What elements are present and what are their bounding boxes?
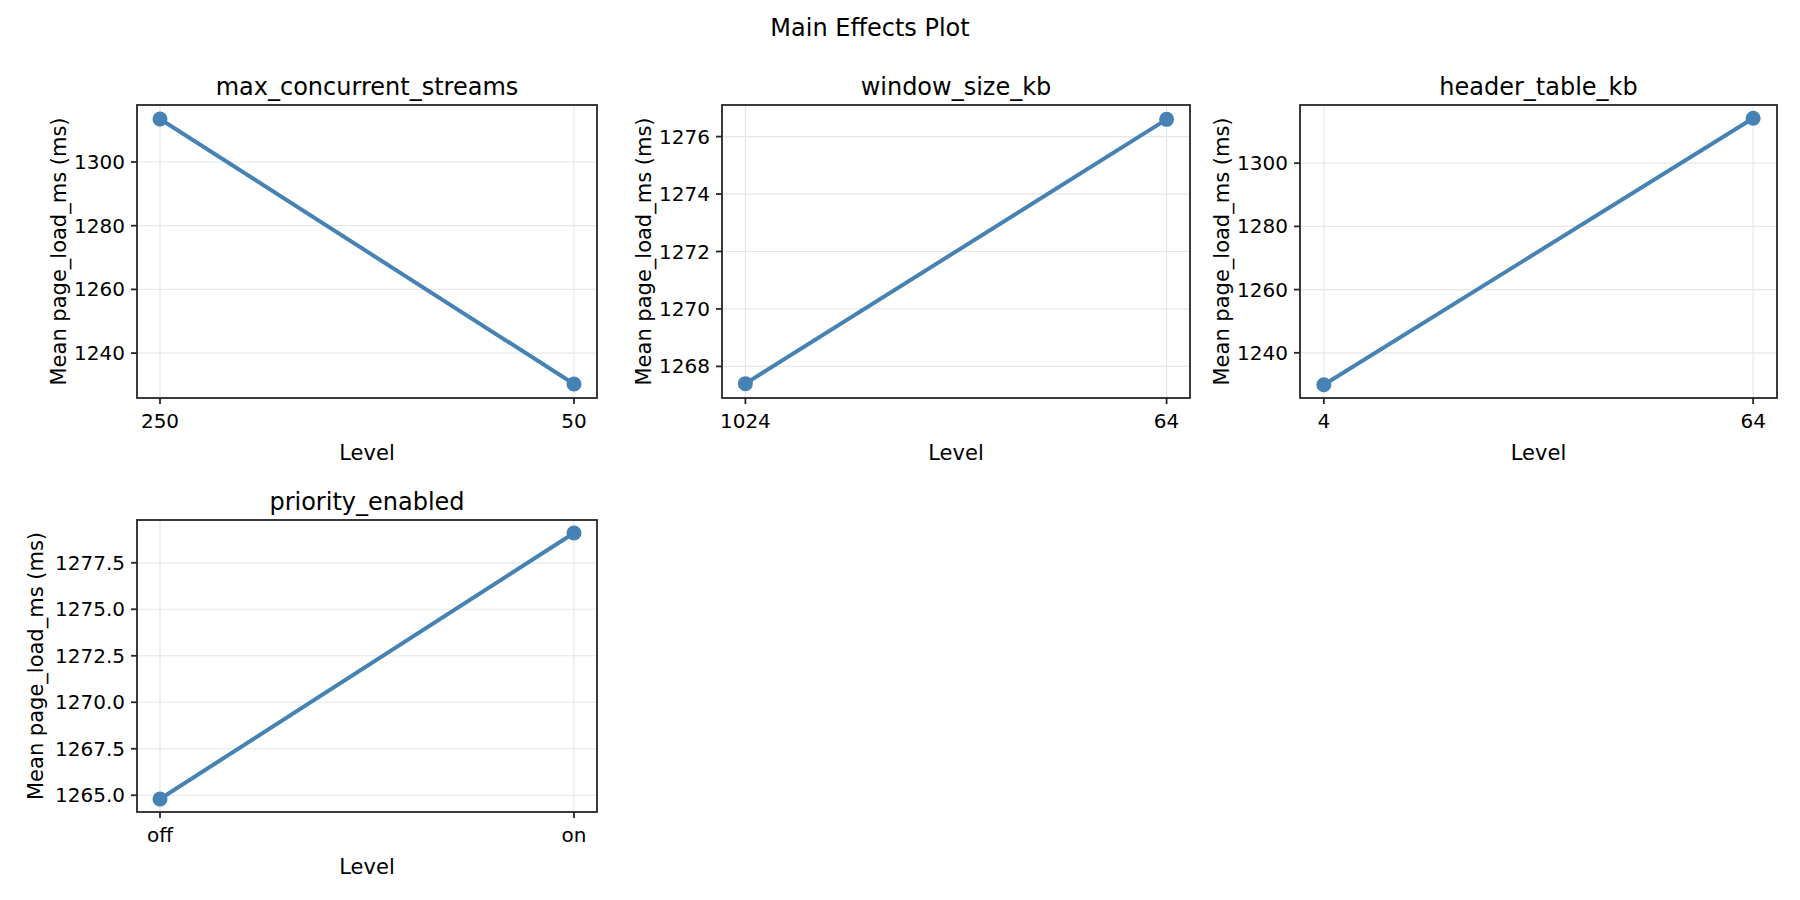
y-axis-label: Mean page_load_ms (ms) (632, 117, 657, 385)
axes-title: header_table_kb (1439, 73, 1637, 101)
y-axis-label: Mean page_load_ms (ms) (24, 532, 49, 800)
y-tick-label: 1240 (74, 341, 125, 365)
series-line (160, 119, 574, 384)
x-axis-label: Level (339, 855, 394, 879)
data-point (153, 112, 168, 127)
y-tick-label: 1260 (74, 277, 125, 301)
y-tick-label: 1272.5 (55, 644, 125, 668)
data-point (153, 791, 168, 806)
y-tick-label: 1268 (659, 354, 710, 378)
y-axis-label: Mean page_load_ms (ms) (47, 117, 72, 385)
y-tick-label: 1300 (74, 150, 125, 174)
data-point (1316, 377, 1331, 392)
axes-title: window_size_kb (861, 73, 1052, 101)
y-tick-label: 1274 (659, 182, 710, 206)
data-point (1159, 112, 1174, 127)
y-axis-label: Mean page_load_ms (ms) (1210, 117, 1235, 385)
data-point (567, 376, 582, 391)
y-tick-label: 1275.0 (55, 597, 125, 621)
x-tick-label: on (562, 823, 587, 847)
x-axis-label: Level (928, 441, 983, 465)
x-axis-label: Level (1511, 441, 1566, 465)
subplot-priority_enabled: off on 1265.0 1267.5 1270.0 1272.5 1275.0 1277.… (24, 488, 597, 879)
data-point (1746, 111, 1761, 126)
y-tick-label: 1300 (1237, 151, 1288, 175)
y-tick-label: 1270.0 (55, 690, 125, 714)
main-effects-plot-canvas: Main Effects Plot 250 50 1240 1260 1280 1300 m… (0, 0, 1800, 900)
x-tick-label: 4 (1317, 409, 1330, 433)
main-effects-figure: Main Effects Plot 250 50 1240 1260 1280 1300 m… (0, 0, 1800, 900)
y-tick-label: 1265.0 (55, 783, 125, 807)
y-tick-label: 1270 (659, 297, 710, 321)
x-tick-label: 1024 (720, 409, 771, 433)
axes-title: max_concurrent_streams (216, 73, 519, 101)
figure-title: Main Effects Plot (770, 14, 969, 42)
x-tick-label: 64 (1154, 409, 1179, 433)
x-tick-label: off (147, 823, 174, 847)
y-tick-label: 1277.5 (55, 551, 125, 575)
y-tick-label: 1272 (659, 240, 710, 264)
x-tick-label: 64 (1740, 409, 1765, 433)
axes-title: priority_enabled (269, 488, 464, 516)
x-tick-label: 250 (141, 409, 179, 433)
subplot-header_table_kb: 4 64 1240 1260 1280 1300 header_table_kb Level M… (1210, 73, 1777, 465)
y-tick-label: 1276 (659, 125, 710, 149)
y-tick-label: 1260 (1237, 278, 1288, 302)
x-tick-label: 50 (561, 409, 586, 433)
y-tick-label: 1240 (1237, 341, 1288, 365)
data-point (567, 526, 582, 541)
y-tick-label: 1267.5 (55, 737, 125, 761)
x-axis-label: Level (339, 441, 394, 465)
data-point (738, 376, 753, 391)
subplot-window_size_kb: 1024 64 1268 1270 1272 1274 1276 window_size_kb… (632, 73, 1190, 465)
subplot-max_concurrent_streams: 250 50 1240 1260 1280 1300 max_concurrent_stre… (47, 73, 597, 465)
y-tick-label: 1280 (1237, 214, 1288, 238)
subplots-group: 250 50 1240 1260 1280 1300 max_concurrent_stre… (24, 73, 1777, 879)
series-line (160, 533, 574, 799)
y-tick-label: 1280 (74, 214, 125, 238)
series-line (1324, 118, 1753, 384)
